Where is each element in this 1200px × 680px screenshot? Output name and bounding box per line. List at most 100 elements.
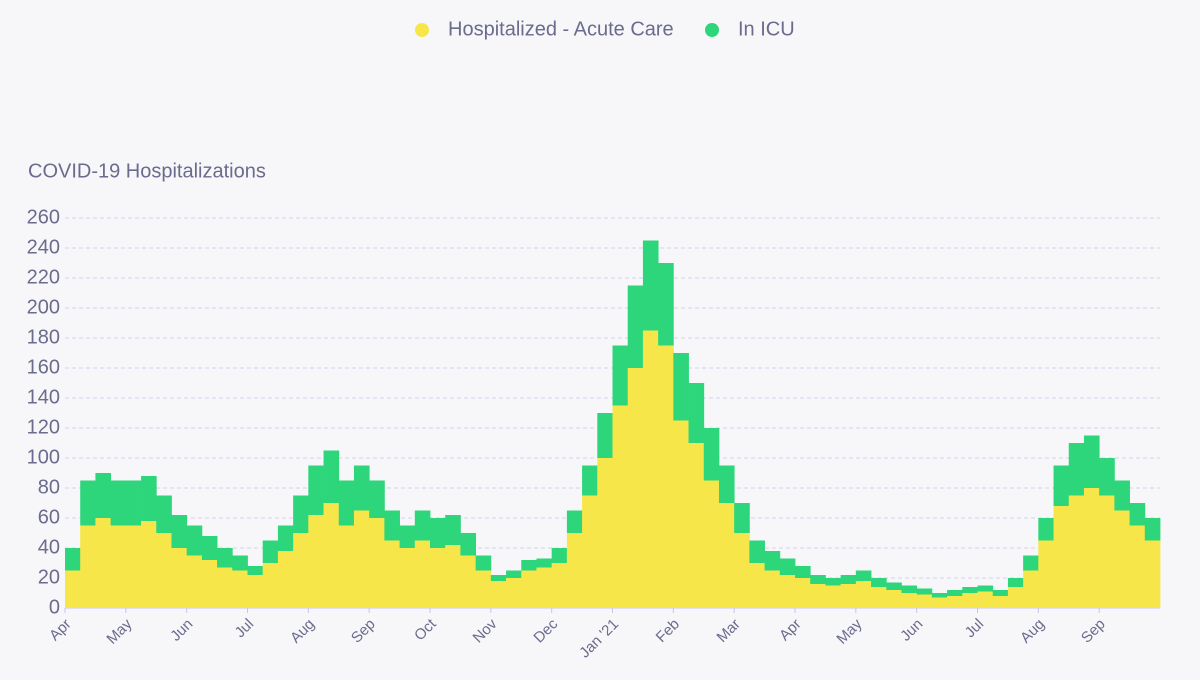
- bar-segment: [1023, 555, 1039, 571]
- bar-segment: [186, 525, 203, 556]
- bar-segment: [642, 330, 659, 608]
- bar-segment: [1129, 525, 1146, 608]
- legend-label[interactable]: Hospitalized - Acute Care: [448, 18, 674, 40]
- x-tick-label: May: [103, 615, 135, 647]
- bar-segment: [1007, 587, 1024, 608]
- bar-segment: [658, 345, 674, 608]
- bar-segment: [110, 480, 127, 526]
- bar-segment: [141, 521, 157, 608]
- x-tick-label: Sep: [1078, 616, 1109, 647]
- bar-segment: [916, 594, 933, 608]
- bar-segment: [901, 585, 918, 593]
- bar-segment: [627, 368, 644, 608]
- y-tick-label: 100: [27, 446, 60, 468]
- legend-marker: [415, 23, 429, 37]
- bar-segment: [1068, 495, 1085, 608]
- bar-segment: [825, 578, 842, 586]
- x-tick-label: Jun: [897, 616, 926, 645]
- y-tick-label: 40: [38, 536, 60, 558]
- bar-segment: [931, 593, 948, 598]
- x-tick-label: Feb: [653, 616, 683, 646]
- bar-segment: [1023, 570, 1039, 608]
- bar-segment: [156, 533, 172, 608]
- bar-segment: [141, 476, 157, 521]
- bar-segment: [810, 584, 826, 608]
- bar-segment: [277, 525, 294, 551]
- bar-segment: [308, 515, 324, 608]
- bar-segment: [110, 525, 127, 608]
- bar-segment: [308, 465, 324, 515]
- bar-segment: [521, 570, 537, 608]
- bar-segment: [1038, 540, 1054, 608]
- bar-segment: [779, 575, 796, 608]
- bar-segment: [353, 465, 370, 511]
- y-tick-label: 160: [27, 356, 60, 378]
- bar-segment: [156, 495, 172, 533]
- bar-segment: [1068, 443, 1085, 496]
- bar-segment: [338, 480, 355, 526]
- bar-segment: [840, 575, 857, 584]
- bar-segment: [1114, 480, 1130, 511]
- bar-segment: [277, 551, 294, 608]
- bar-segment: [871, 578, 887, 587]
- bar-segment: [80, 480, 96, 526]
- bar-segment: [931, 597, 948, 608]
- legend-label[interactable]: In ICU: [738, 18, 795, 40]
- bar-segment: [901, 593, 918, 608]
- bar-segment: [414, 540, 431, 608]
- bar-segment: [642, 240, 659, 331]
- bar-segment: [95, 518, 112, 608]
- bar-segment: [795, 566, 811, 578]
- chart-title: COVID-19 Hospitalizations: [28, 160, 266, 182]
- bar-segment: [825, 585, 842, 608]
- bar-segment: [506, 570, 522, 578]
- bar-segment: [977, 591, 994, 608]
- y-tick-label: 220: [27, 266, 60, 288]
- bar-segment: [612, 345, 629, 406]
- bar-segment: [384, 510, 400, 541]
- bar-segment: [399, 548, 416, 608]
- bar-segment: [795, 578, 811, 608]
- bar-segment: [186, 555, 203, 608]
- bar-segment: [551, 563, 568, 608]
- x-tick-label: Apr: [46, 616, 75, 645]
- bar-segment: [871, 587, 887, 608]
- bar-segment: [232, 570, 248, 608]
- bar-segment: [734, 533, 750, 608]
- y-tick-label: 60: [38, 506, 60, 528]
- bar-segment: [962, 593, 978, 608]
- bar-segment: [688, 443, 705, 608]
- x-tick-label: Apr: [776, 616, 805, 645]
- x-tick-label: Nov: [470, 615, 501, 646]
- bar-segment: [764, 551, 781, 571]
- bar-segment: [992, 590, 1009, 596]
- bar-segment: [612, 405, 629, 608]
- bar-segment: [688, 383, 705, 443]
- y-tick-label: 120: [27, 416, 60, 438]
- bar-segment: [658, 263, 674, 346]
- bar-segment: [247, 566, 264, 575]
- bar-segment: [125, 480, 142, 526]
- bar-segment: [977, 585, 994, 592]
- bar-segment: [597, 413, 613, 458]
- y-tick-label: 0: [49, 596, 60, 618]
- bar-segment: [460, 533, 477, 556]
- bar-segment: [384, 540, 400, 608]
- y-tick-label: 240: [27, 236, 60, 258]
- bar-segment: [1099, 495, 1115, 608]
- bar-segment: [749, 563, 765, 608]
- bar-segment: [262, 563, 279, 608]
- x-tick-label: Aug: [1017, 616, 1048, 647]
- bar-segment: [886, 590, 902, 608]
- bar-segment: [734, 503, 750, 533]
- y-tick-label: 260: [27, 206, 60, 228]
- bar-segment: [80, 525, 96, 608]
- bar-segment: [1038, 518, 1054, 541]
- bar-segment: [1144, 540, 1161, 608]
- bar-segment: [810, 575, 826, 584]
- bar-segment: [171, 548, 188, 608]
- bar-segment: [566, 510, 583, 533]
- bar-segment: [703, 480, 720, 608]
- bar-segment: [536, 558, 553, 568]
